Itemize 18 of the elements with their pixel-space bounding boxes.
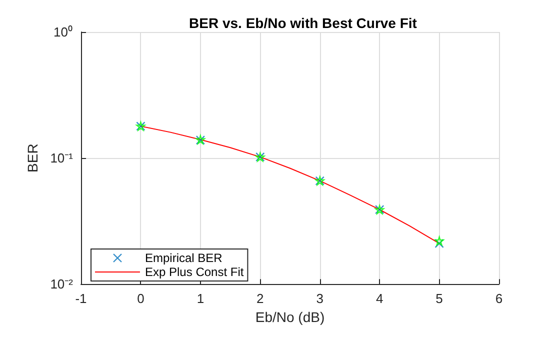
x-tick-label: 0 <box>137 291 144 306</box>
y-tick-label: 10⁻¹ <box>50 150 74 166</box>
legend-label: Empirical BER <box>145 251 223 265</box>
x-tick-label: -1 <box>75 291 87 306</box>
x-tick-label: 3 <box>316 291 324 306</box>
y-tick-label: 10⁰ <box>54 24 73 40</box>
legend-label: Exp Plus Const Fit <box>145 265 244 279</box>
x-tick-label: 6 <box>495 291 503 306</box>
point <box>434 236 444 246</box>
x-tick-label: 2 <box>256 291 264 306</box>
x-tick-label: 4 <box>376 291 384 306</box>
chart-title: BER vs. Eb/No with Best Curve Fit <box>189 15 418 31</box>
point <box>434 238 444 248</box>
y-axis-title: BER <box>24 144 40 172</box>
y-tick-label: 10⁻² <box>50 276 74 292</box>
x-axis-title: Eb/No (dB) <box>255 309 325 325</box>
x-tick-label: 5 <box>436 291 443 306</box>
x-tick-label: 1 <box>196 291 204 306</box>
